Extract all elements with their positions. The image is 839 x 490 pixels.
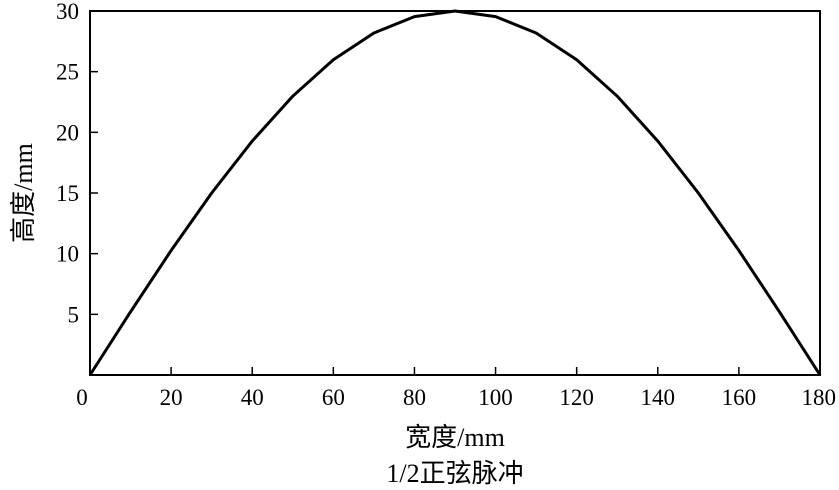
x-tick-label: 60 (322, 385, 345, 410)
x-tick-label: 40 (241, 385, 264, 410)
plot-frame (89, 10, 821, 376)
x-tick-label: 140 (641, 385, 676, 410)
y-tick-label: 10 (56, 242, 79, 267)
series-line (88, 9, 822, 376)
chart-caption: 1/2正弦脉冲 (386, 459, 523, 488)
y-tick-label: 25 (56, 60, 79, 85)
x-tick-label: 120 (559, 385, 594, 410)
y-tick-label: 30 (56, 0, 79, 24)
y-axis-title: 高度/mm (9, 143, 38, 243)
tick-marks (90, 70, 740, 375)
x-tick-label: 160 (722, 385, 757, 410)
x-axis-title: 宽度/mm (405, 423, 505, 452)
y-tick-label: 15 (56, 181, 79, 206)
x-tick-label: 20 (160, 385, 183, 410)
y-tick-label: 5 (68, 302, 80, 327)
y-tick-label: 20 (56, 120, 79, 145)
x-tick-label: 180 (802, 385, 837, 410)
tick-labels: 0 20 40 60 80 100 120 140 160 180 5 10 15 20 25 30 (56, 0, 836, 410)
x-tick-label: 80 (403, 385, 426, 410)
x-tick-label: 100 (478, 385, 513, 410)
x-tick-label: 0 (76, 385, 88, 410)
